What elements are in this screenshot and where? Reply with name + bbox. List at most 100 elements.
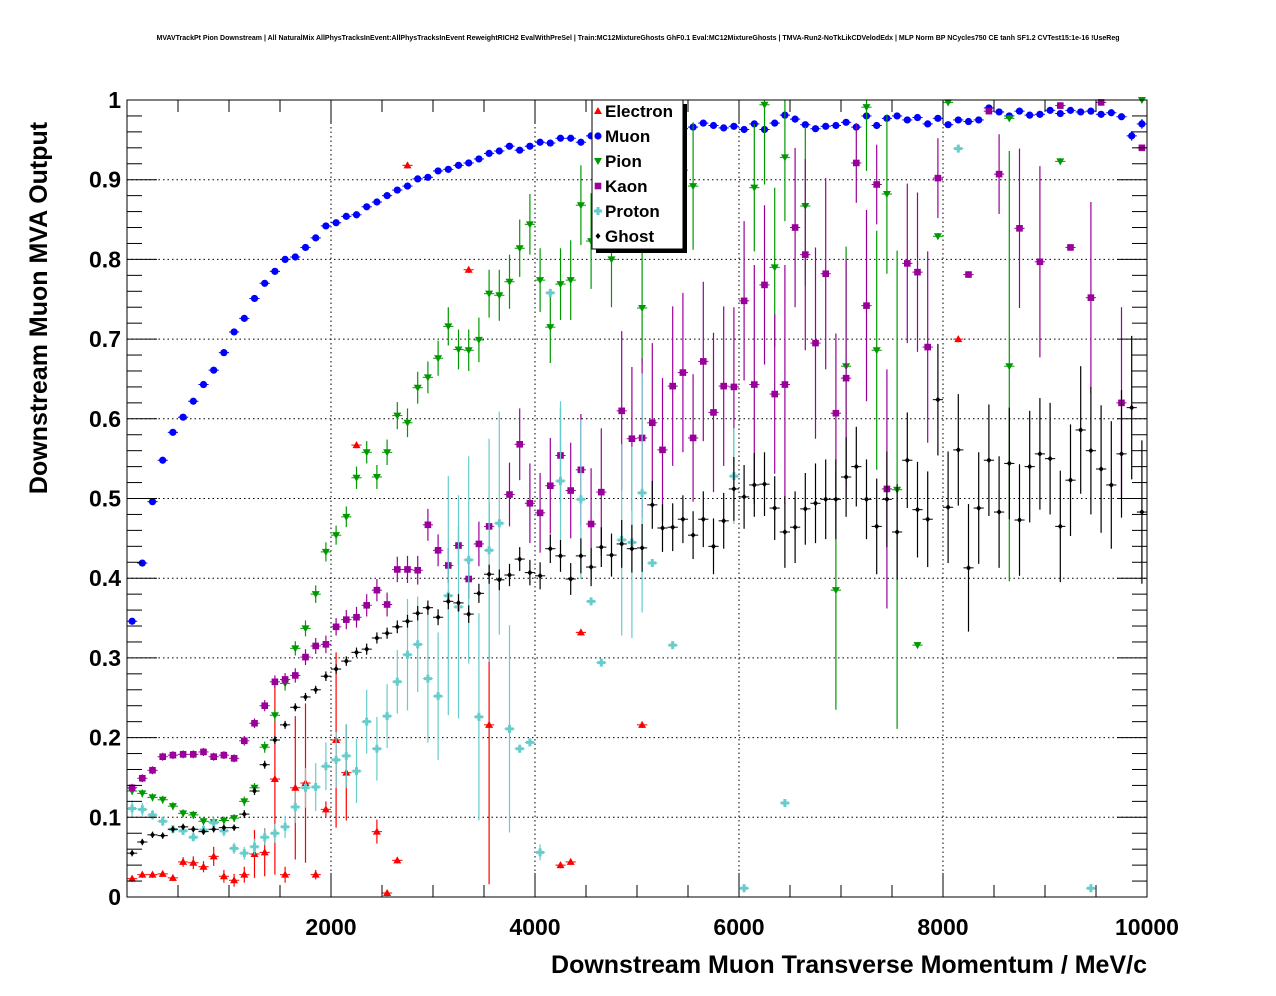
diamond-marker — [1017, 517, 1022, 524]
circle-marker — [322, 222, 330, 230]
data-point-ghost — [412, 606, 423, 621]
data-point-ghost — [677, 495, 688, 544]
data-point-ghost — [1075, 366, 1086, 494]
triangle-down-marker — [1005, 115, 1014, 123]
data-point-ghost — [932, 343, 943, 456]
cross-marker — [383, 712, 392, 721]
data-point-pion — [320, 542, 331, 562]
triangle-down-marker — [536, 277, 545, 285]
data-point-muon — [147, 498, 158, 506]
data-point-pion — [473, 317, 484, 363]
diamond-marker — [405, 618, 410, 625]
data-point-muon — [1136, 119, 1147, 129]
cross-marker — [576, 495, 585, 504]
data-point-muon — [1075, 108, 1086, 116]
circle-marker — [546, 139, 554, 147]
data-point-ghost — [157, 832, 168, 839]
data-point-kaon — [361, 594, 372, 617]
data-point-proton — [422, 614, 433, 743]
data-point-ghost — [616, 520, 627, 568]
circle-marker — [1015, 107, 1024, 115]
data-point-ghost — [320, 671, 331, 682]
data-point-pion — [157, 795, 168, 804]
data-point-muon — [300, 243, 311, 252]
diamond-marker — [486, 571, 492, 578]
diamond-marker — [1139, 509, 1145, 516]
cross-icon — [594, 207, 602, 215]
cross-marker — [536, 848, 545, 857]
data-point-ghost — [1004, 407, 1015, 520]
data-point-muon — [382, 192, 393, 200]
cross-marker — [179, 826, 188, 835]
square-marker — [281, 676, 289, 683]
diamond-marker — [262, 761, 268, 768]
data-point-muon — [575, 138, 586, 146]
circle-marker — [720, 124, 728, 132]
square-marker — [751, 381, 758, 388]
circle-marker — [567, 134, 575, 142]
legend-entry-kaon: Kaon — [594, 177, 648, 196]
data-point-ghost — [851, 426, 862, 507]
data-point-muon — [269, 267, 280, 275]
data-point-muon — [555, 134, 566, 142]
data-point-ghost — [341, 656, 352, 666]
data-point-pion — [198, 817, 209, 826]
data-point-muon — [433, 167, 444, 175]
data-point-kaon — [902, 183, 913, 344]
data-point-kaon — [178, 750, 189, 759]
data-point-muon — [1055, 109, 1066, 118]
data-point-ghost — [881, 451, 892, 548]
diamond-marker — [721, 517, 727, 524]
data-point-muon — [218, 349, 229, 357]
legend-label: Ghost — [605, 227, 654, 246]
data-point-pion — [331, 525, 342, 545]
data-point-muon — [810, 125, 821, 133]
data-point-ghost — [239, 810, 250, 819]
circle-marker — [975, 116, 983, 124]
square-marker — [720, 382, 727, 390]
data-point-muon — [310, 234, 321, 242]
data-point-ghost — [606, 533, 617, 577]
data-point-proton — [545, 288, 556, 297]
data-point-muon — [453, 161, 464, 169]
data-point-kaon — [1055, 102, 1066, 109]
diamond-marker — [425, 604, 431, 611]
triangle-down-marker — [525, 221, 534, 229]
data-point-kaon — [1065, 244, 1076, 251]
square-marker — [649, 419, 656, 427]
circle-marker — [159, 456, 167, 464]
square-marker — [404, 566, 411, 573]
cross-marker — [434, 692, 443, 701]
data-point-pion — [514, 219, 525, 277]
data-point-muon — [514, 146, 525, 154]
circle-marker — [220, 349, 228, 357]
circle-marker — [730, 122, 738, 130]
data-point-ghost — [800, 472, 811, 545]
data-point-muon — [1024, 111, 1035, 119]
data-point-pion — [269, 708, 280, 722]
data-point-pion — [147, 793, 158, 802]
data-point-kaon — [647, 343, 658, 503]
data-point-muon — [698, 119, 709, 127]
data-point-pion — [218, 816, 229, 825]
circle-marker — [1107, 109, 1115, 117]
data-point-muon — [341, 212, 352, 220]
x-tick-labels: 2000 4000 6000 8000 10000 — [305, 914, 1179, 940]
circle-marker — [1087, 107, 1095, 115]
circle-marker — [801, 121, 809, 129]
data-point-kaon — [259, 700, 270, 712]
triangle-up-marker — [158, 869, 167, 877]
triangle-down-marker — [362, 449, 371, 457]
data-point-kaon — [1085, 202, 1096, 394]
data-point-electron — [402, 161, 413, 169]
data-point-muon — [290, 253, 301, 261]
circle-marker — [281, 255, 289, 263]
data-point-muon — [178, 413, 189, 421]
data-point-ghost — [708, 518, 719, 575]
triangle-up-marker — [291, 783, 300, 791]
diamond-marker — [415, 610, 421, 617]
data-point-muon — [443, 165, 454, 173]
triangle-down-marker — [607, 256, 616, 264]
data-point-muon — [484, 149, 495, 157]
circle-marker — [342, 212, 350, 220]
